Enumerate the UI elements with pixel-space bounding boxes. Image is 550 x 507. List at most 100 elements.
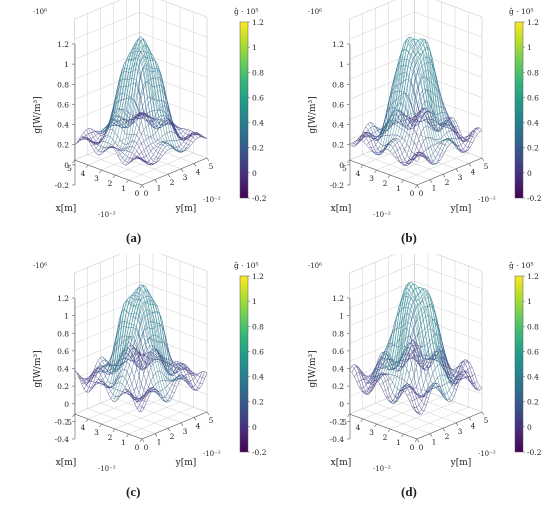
y-scale-label: ·10⁻² [203, 196, 221, 204]
x-tick-label: 3 [94, 428, 99, 437]
y-axis-label: y[m] [175, 204, 197, 214]
z-tick-label: 1 [64, 60, 69, 69]
y-tick-label: 3 [183, 427, 188, 436]
colorbar-tick-label: 0.8 [527, 322, 539, 331]
surface-plot: 1.210.80.60.40.20-0.2-0.4012345012345·10… [308, 254, 542, 473]
colorbar-tick-label: 0.6 [527, 347, 539, 356]
z-tick-label: -0.2 [55, 181, 70, 190]
z-tick-label: 1.2 [332, 40, 344, 49]
surface-wireframe [74, 36, 208, 166]
y-tick-label: 2 [445, 432, 450, 441]
colorbar-tick-label: 1 [252, 43, 257, 52]
x-tick-label: 2 [108, 433, 113, 442]
z-tick-label: 0.6 [57, 100, 69, 109]
y-axis-line [141, 157, 208, 186]
z-tick-label: 0 [339, 161, 344, 170]
x-tick-label: 3 [369, 428, 374, 437]
x-axis-label: x[m] [56, 458, 77, 468]
panel-caption: (b) [401, 230, 417, 245]
panel-caption: (a) [126, 230, 142, 245]
z-tick-label: 1 [339, 60, 344, 69]
colorbar-tick-label: 0 [527, 423, 532, 432]
y-tick-label: 4 [471, 421, 476, 430]
panel-d: 1.2 1 0.8 0.6 0.4 0.2 0 -0.2 -0.4 0 1 2 3 4 5 0 1 2 3 4 5·10… [275, 254, 550, 507]
y-tick-label: 1 [432, 184, 437, 193]
z-tick-label: 1 [339, 312, 344, 321]
x-tick-label: 4 [356, 423, 361, 432]
panel-caption: (d) [401, 484, 417, 499]
x-axis-label: x[m] [331, 204, 352, 214]
z-tick-label: 0.8 [332, 80, 344, 89]
z-tick-label: 0.4 [57, 121, 69, 130]
y-tick-label: 4 [196, 421, 201, 430]
surface-wireframe [74, 284, 208, 413]
x-tick-label: 0 [135, 443, 140, 452]
x-tick-label: 3 [369, 174, 374, 183]
y-tick-label: 0 [419, 443, 424, 452]
x-axis-line [74, 159, 143, 186]
colorbar-title: ĝ · 10⁵ [234, 7, 259, 16]
x-tick-label: 1 [396, 184, 401, 193]
colorbar-tick-label: 0.6 [252, 93, 264, 102]
x-tick-label: 5 [67, 164, 72, 173]
y-tick-label: 1 [432, 438, 437, 447]
x-scale-label: ·10⁻² [98, 465, 116, 473]
colorbar-tick-label: 0.2 [527, 398, 539, 407]
colorbar-tick-label: 0 [527, 169, 532, 178]
y-tick-label: 1 [157, 438, 162, 447]
y-tick-label: 0 [144, 189, 149, 198]
z-tick-label: 0.8 [332, 329, 344, 338]
colorbar-tick-label: 0.4 [527, 119, 539, 128]
colorbar-tick-label: 1.2 [527, 18, 539, 27]
colorbar-tick-label: -0.2 [252, 448, 267, 457]
z-axis-label: g[W/m³] [308, 96, 318, 133]
colorbar-tick-label: 1.2 [252, 272, 264, 281]
y-tick-label: 5 [209, 416, 214, 425]
y-tick-label: 3 [458, 427, 463, 436]
colorbar [514, 275, 524, 453]
y-tick-label: 4 [196, 167, 201, 176]
z-axis-label: g[W/m³] [33, 350, 43, 387]
y-tick-label: 2 [445, 178, 450, 187]
z-tick-label: 1.2 [332, 294, 344, 303]
y-tick-label: 4 [471, 167, 476, 176]
z-tick-label: 0.6 [332, 100, 344, 109]
y-tick-label: 3 [458, 173, 463, 182]
colorbar-title: ĝ · 10⁵ [234, 261, 259, 270]
y-axis-line [416, 411, 483, 440]
colorbar-tick-label: 0.8 [252, 68, 264, 77]
panel-caption: (c) [126, 484, 141, 499]
z-tick-label: 1 [64, 312, 69, 321]
y-tick-label: 0 [419, 189, 424, 198]
y-axis-line [141, 411, 208, 440]
y-axis-label: y[m] [450, 204, 472, 214]
y-tick-label: 2 [170, 178, 175, 187]
z-tick-label: 0.2 [332, 141, 344, 150]
x-scale-label: ·10⁻² [373, 465, 391, 473]
z-tick-label: -0.4 [55, 435, 70, 444]
x-axis-line [349, 413, 418, 440]
colorbar-tick-label: -0.2 [252, 194, 267, 203]
z-axis-label: g[W/m³] [308, 350, 318, 387]
colorbar-tick-label: 0.8 [527, 68, 539, 77]
colorbar [514, 21, 524, 199]
axes-box [347, 254, 483, 440]
x-tick-label: 5 [342, 164, 347, 173]
surface-plot: 1.210.80.60.40.20-0.2-0.4012345012345·10… [33, 254, 267, 473]
panel-b: 1.2 1 0.8 0.6 0.4 0.2 0 -0.2 0 1 2 3 4 5 0 1 2 3 4 5·10⁶ g[W… [275, 0, 550, 253]
panel-c: 1.2 1 0.8 0.6 0.4 0.2 0 -0.2 -0.4 0 1 2 3 4 5 0 1 2 3 4 5·10… [0, 254, 275, 507]
z-tick-label: 0.8 [57, 80, 69, 89]
z-tick-label: 0.4 [332, 365, 344, 374]
z-scale-label: ·10⁶ [33, 8, 47, 16]
x-tick-label: 1 [121, 438, 126, 447]
colorbar-tick-label: 0.2 [252, 398, 264, 407]
x-tick-label: 1 [121, 184, 126, 193]
z-scale-label: ·10⁶ [308, 262, 322, 270]
colorbar-tick-label: 0 [252, 423, 257, 432]
y-tick-label: 5 [484, 416, 489, 425]
x-tick-label: 4 [81, 169, 86, 178]
colorbar-tick-label: 0.4 [527, 373, 539, 382]
x-tick-label: 4 [81, 423, 86, 432]
x-tick-label: 0 [410, 189, 415, 198]
x-tick-label: 5 [342, 418, 347, 427]
